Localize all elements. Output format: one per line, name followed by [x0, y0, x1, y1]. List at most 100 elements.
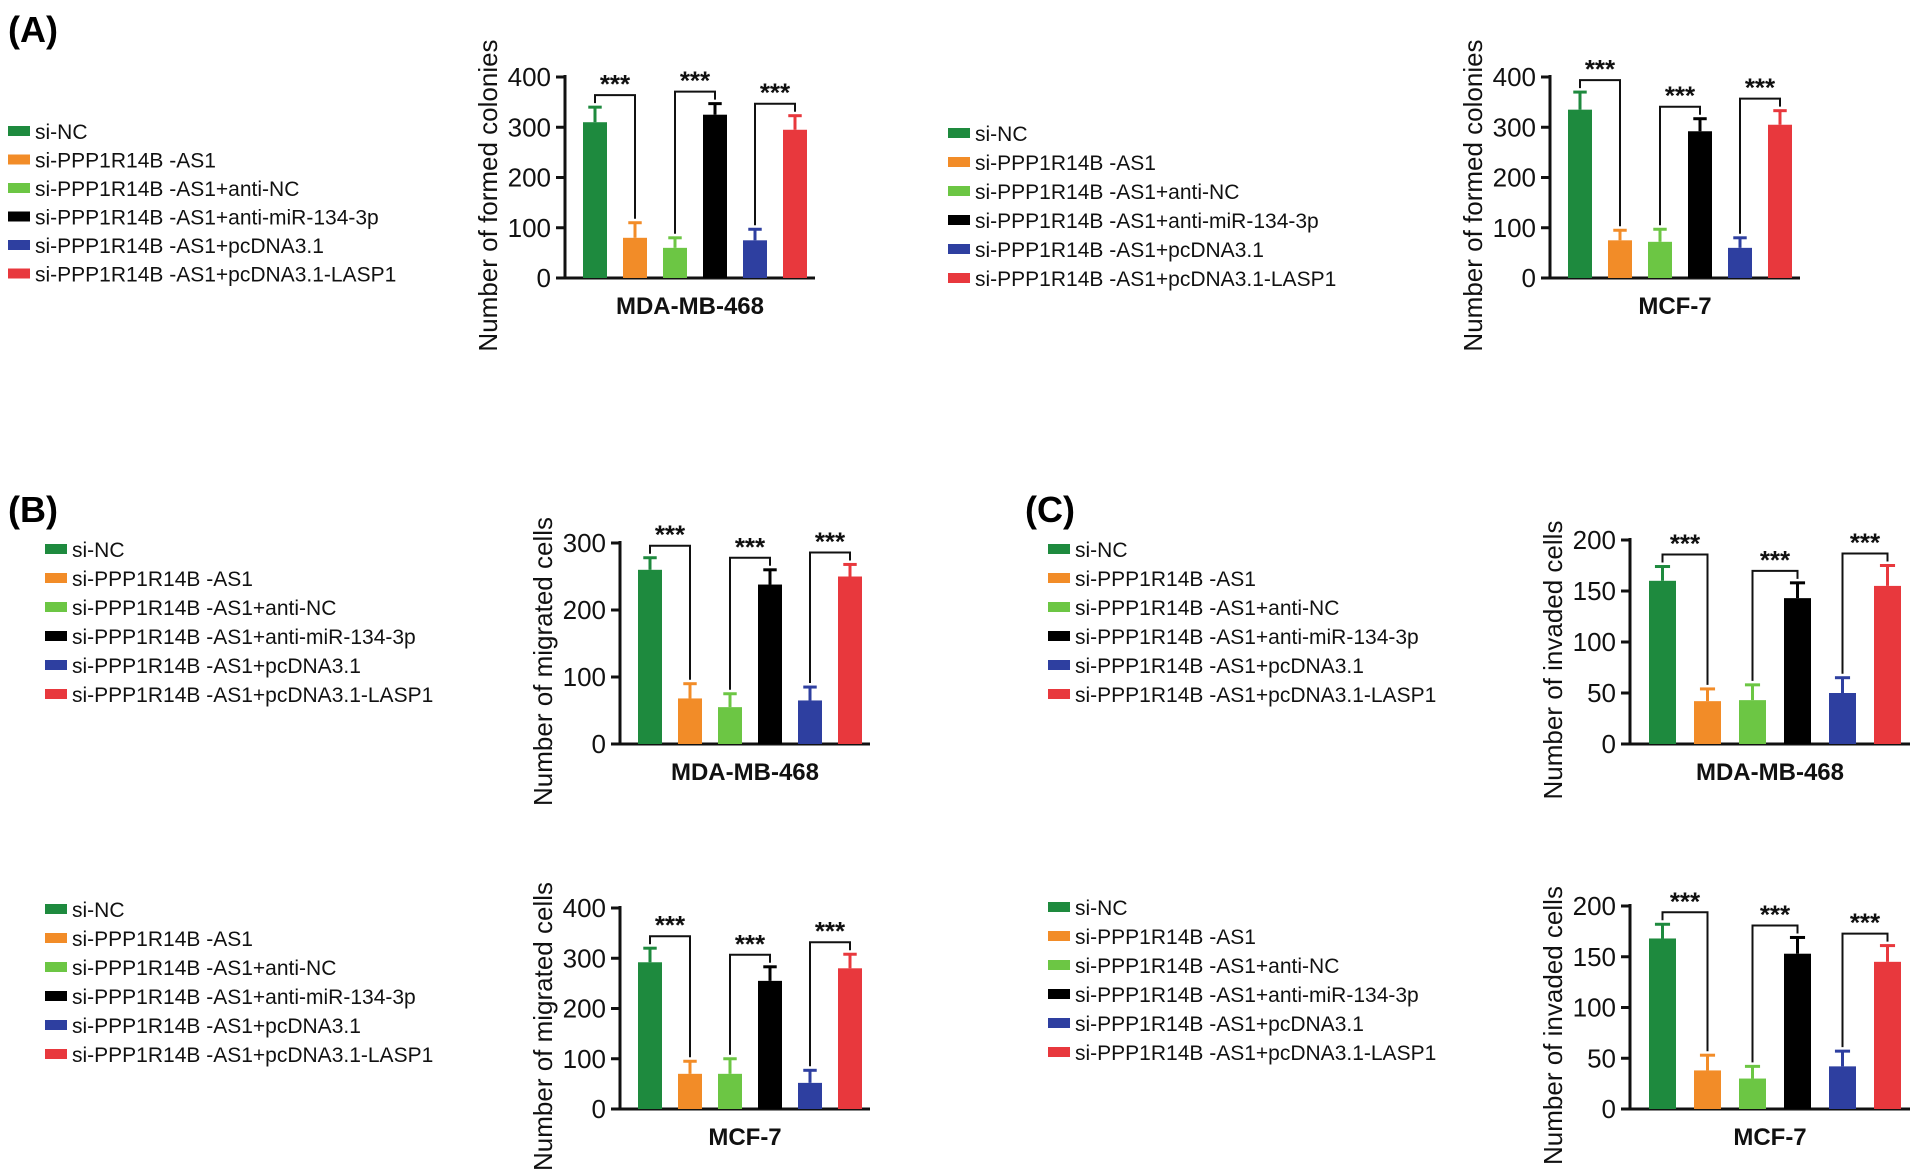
significance-bracket	[729, 953, 771, 1055]
y-axis-label: Number of invaded cells	[1538, 521, 1568, 800]
charts: 0 100 200 300 400 *** *** *** MDA-MB-468 Number o…	[473, 39, 1910, 1171]
bar	[718, 707, 742, 744]
bar	[678, 698, 702, 744]
legend-label: si-PPP1R14B -AS1+pcDNA3.1	[72, 1015, 361, 1038]
bar	[783, 129, 807, 278]
legend-label: si-PPP1R14B -AS1+anti-miR-134-3p	[975, 210, 1319, 233]
significance-label: ***	[1585, 54, 1616, 84]
x-axis-label: MDA-MB-468	[616, 293, 764, 320]
significance-label: ***	[655, 910, 686, 940]
legend-swatch	[1048, 602, 1070, 612]
legend-label: si-PPP1R14B -AS1+anti-miR-134-3p	[1075, 626, 1419, 649]
x-axis-label: MCF-7	[708, 1124, 781, 1151]
bar	[718, 1073, 742, 1109]
legend-swatch	[948, 215, 970, 225]
legend-label: si-NC	[1075, 539, 1128, 562]
legend-label: si-PPP1R14B -AS1+anti-miR-134-3p	[72, 626, 416, 649]
y-tick-label: 0	[537, 263, 551, 293]
significance-label: ***	[680, 66, 711, 96]
significance-bracket	[674, 90, 716, 234]
bar	[1768, 124, 1792, 278]
y-tick-label: 100	[1493, 213, 1536, 243]
legend-label: si-PPP1R14B -AS1	[35, 150, 216, 173]
legend-label: si-PPP1R14B -AS1+pcDNA3.1	[72, 655, 361, 678]
bar	[1648, 241, 1672, 278]
y-tick-label: 0	[592, 729, 606, 759]
significance-label: ***	[1670, 886, 1701, 916]
panel-label-a: (A)	[8, 9, 58, 50]
y-tick-label: 100	[1573, 627, 1616, 657]
legend-swatch	[1048, 1018, 1070, 1028]
bar	[1608, 240, 1632, 278]
significance-label: ***	[815, 916, 846, 946]
panel-label-c: (C)	[1025, 489, 1075, 530]
y-axis-label: Number of migrated cells	[528, 517, 558, 806]
significance-bracket	[1841, 932, 1889, 1048]
legend-swatch	[45, 602, 67, 612]
significance-bracket	[1739, 97, 1781, 234]
significance-bracket	[1661, 553, 1709, 685]
legend-label: si-PPP1R14B -AS1+anti-NC	[72, 597, 336, 620]
legend-label: si-NC	[35, 121, 88, 144]
y-axis-label: Number of formed colonies	[473, 39, 503, 351]
legend-swatch	[45, 660, 67, 670]
legend-label: si-PPP1R14B -AS1+anti-NC	[72, 957, 336, 980]
legend-label: si-PPP1R14B -AS1+anti-NC	[1075, 597, 1339, 620]
legend-label: si-PPP1R14B -AS1+anti-miR-134-3p	[35, 207, 379, 230]
chart-2: 0 100 200 300 400 *** *** *** MCF-7 Number of for…	[1458, 39, 1800, 352]
legend-label: si-PPP1R14B -AS1	[1075, 568, 1256, 591]
significance-bracket	[754, 102, 796, 226]
bar	[1739, 700, 1766, 744]
bar	[1688, 131, 1712, 278]
legend-swatch	[948, 128, 970, 138]
legend-swatch	[8, 211, 30, 222]
panel-label-b: (B)	[8, 489, 58, 530]
x-axis-label: MCF-7	[1638, 293, 1711, 320]
legend-swatch	[948, 157, 970, 167]
y-tick-label: 0	[1602, 1094, 1616, 1124]
legend-label: si-NC	[72, 539, 125, 562]
y-tick-label: 200	[508, 163, 551, 193]
bar	[758, 584, 782, 744]
legend-swatch	[8, 126, 30, 136]
significance-bracket	[649, 935, 691, 1058]
legend-label: si-PPP1R14B -AS1+anti-miR-134-3p	[1075, 984, 1419, 1007]
legend-swatch	[1048, 544, 1070, 554]
y-tick-label: 200	[563, 595, 606, 625]
bar	[1874, 585, 1901, 744]
legend-label: si-PPP1R14B -AS1+pcDNA3.1-LASP1	[1075, 1042, 1436, 1065]
legend-label: si-PPP1R14B -AS1+anti-miR-134-3p	[72, 986, 416, 1009]
legend-label: si-PPP1R14B -AS1+pcDNA3.1-LASP1	[35, 264, 396, 287]
y-tick-label: 400	[508, 62, 551, 92]
significance-bracket	[729, 556, 771, 690]
legend-label: si-PPP1R14B -AS1	[975, 152, 1156, 175]
legend-6: si-NC si-PPP1R14B -AS1 si-PPP1R14B -AS1+an…	[1048, 897, 1436, 1065]
significance-label: ***	[1850, 908, 1881, 938]
legend-5: si-NC si-PPP1R14B -AS1 si-PPP1R14B -AS1+an…	[1048, 539, 1436, 707]
bar	[838, 968, 862, 1109]
significance-bracket	[1751, 569, 1799, 681]
legend-swatch	[948, 273, 970, 283]
legend-4: si-NC si-PPP1R14B -AS1 si-PPP1R14B -AS1+an…	[45, 899, 433, 1067]
y-tick-label: 300	[1493, 112, 1536, 142]
bar	[1649, 580, 1676, 744]
legend-swatch	[45, 631, 67, 641]
legends: si-NC si-PPP1R14B -AS1 si-PPP1R14B -AS1+an…	[8, 121, 1436, 1067]
significance-label: ***	[815, 526, 846, 556]
bar	[623, 237, 647, 278]
bar	[1739, 1078, 1766, 1109]
y-tick-label: 100	[563, 1044, 606, 1074]
legend-label: si-PPP1R14B -AS1+pcDNA3.1-LASP1	[1075, 684, 1436, 707]
legend-swatch	[45, 1049, 67, 1059]
y-tick-label: 100	[1573, 993, 1616, 1023]
legend-3: si-NC si-PPP1R14B -AS1 si-PPP1R14B -AS1+an…	[45, 539, 433, 707]
legend-swatch	[1048, 573, 1070, 583]
legend-label: si-PPP1R14B -AS1+pcDNA3.1-LASP1	[72, 684, 433, 707]
legend-label: si-PPP1R14B -AS1	[1075, 926, 1256, 949]
legend-swatch	[1048, 660, 1070, 670]
legend-swatch	[948, 244, 970, 254]
x-axis-label: MDA-MB-468	[1696, 759, 1844, 786]
bar	[743, 240, 767, 278]
significance-label: ***	[735, 929, 766, 959]
